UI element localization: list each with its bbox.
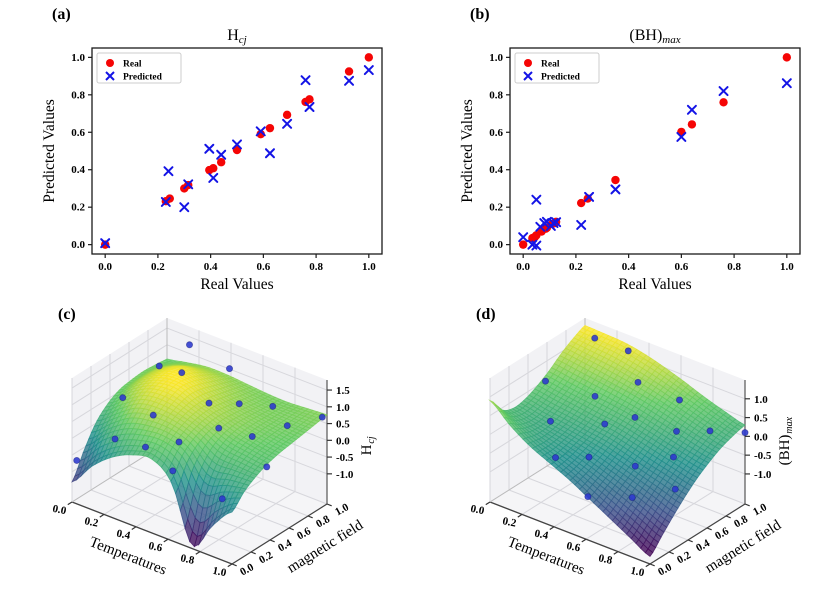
legend-label: Predicted <box>123 73 163 83</box>
surface-plot-bhmax <box>436 312 816 604</box>
data-point <box>232 145 242 155</box>
legend-box <box>514 52 600 84</box>
legend-label: Real <box>123 60 142 70</box>
data-point <box>364 53 374 62</box>
x-tick-label: 0.6 <box>674 261 688 273</box>
x-tick-label: 0.2 <box>151 261 165 273</box>
scatter-plot-hcj: Hcj 0.0 0.2 0.4 0.6 0.8 1.0 0.0 0.2 0.4 0.6 0.8 1.0 R… <box>41 27 383 293</box>
legend-label: Real <box>541 60 560 70</box>
x-tick-label: 1.0 <box>362 261 376 273</box>
plot-title: (BH)max <box>629 27 680 46</box>
data-point <box>363 65 374 76</box>
legend-box <box>96 52 182 84</box>
data-point <box>100 238 111 249</box>
data-point <box>344 75 355 86</box>
data-point <box>719 98 728 107</box>
data-point <box>584 191 595 202</box>
legend-marker <box>523 71 533 81</box>
x-axis-label: Real Values <box>200 276 273 293</box>
legend-marker <box>105 71 115 81</box>
x-tick-label: 0.4 <box>204 261 218 273</box>
plot-title: Hcj <box>227 27 247 46</box>
y-tick-label: 0.8 <box>489 89 503 101</box>
scatter-plot-bhmax: (BH)max 0.0 0.2 0.4 0.6 0.8 1.0 0.0 0.2 0.4 0.6 0.8… <box>459 27 801 293</box>
data-point <box>304 101 315 112</box>
panel-c: (c) <box>0 304 417 608</box>
data-point <box>344 67 354 76</box>
x-tick-label: 0.4 <box>622 261 636 273</box>
y-tick-label: 0.4 <box>71 164 85 176</box>
data-point <box>531 240 542 251</box>
x-tick-label: 0.0 <box>98 261 112 273</box>
y-tick-label: 0.6 <box>71 127 85 139</box>
x-tick-label: 0.6 <box>256 261 270 273</box>
series-predicted <box>518 78 792 251</box>
data-point <box>232 139 242 150</box>
data-point <box>216 149 227 160</box>
data-point <box>611 175 620 185</box>
data-point <box>686 104 697 115</box>
y-tick-label: 1.0 <box>71 52 85 64</box>
data-point <box>782 53 792 62</box>
series-predicted <box>100 65 374 249</box>
panel-label-b: (b) <box>470 6 490 23</box>
panel-a: (a) Hcj 0.0 0.2 0.4 0.6 0.8 1.0 0.0 0.2 0.4 0.6 0.8… <box>0 0 417 304</box>
data-point <box>282 118 293 129</box>
data-point <box>610 184 621 195</box>
legend-label: Predicted <box>541 73 581 83</box>
surface-plot-hcj <box>18 312 398 604</box>
y-tick-label: 0.6 <box>489 127 503 139</box>
y-axis-label: Predicted Values <box>41 99 58 202</box>
y-tick-label: 0.2 <box>489 202 503 214</box>
data-point <box>305 95 314 104</box>
data-point <box>576 219 587 230</box>
legend-marker <box>524 59 532 67</box>
y-tick-label: 0.4 <box>489 164 503 176</box>
data-point <box>676 131 687 142</box>
data-point <box>282 110 292 120</box>
y-tick-label: 0.8 <box>71 89 85 101</box>
data-point <box>208 172 219 183</box>
x-tick-label: 0.2 <box>569 261 583 273</box>
x-tick-label: 0.0 <box>516 261 530 273</box>
panel-label-a: (a) <box>52 6 71 23</box>
data-point <box>179 202 190 213</box>
data-point <box>264 148 275 159</box>
y-tick-label: 0.2 <box>71 202 85 214</box>
data-point <box>781 78 792 89</box>
y-tick-label: 0.0 <box>71 239 85 251</box>
data-point <box>183 179 194 190</box>
data-point <box>718 86 729 97</box>
data-point <box>576 198 586 208</box>
y-axis-label: Predicted Values <box>459 99 476 202</box>
data-point <box>531 194 542 205</box>
data-point <box>518 232 529 243</box>
data-point <box>548 218 559 229</box>
data-point <box>551 217 562 228</box>
x-axis-label: Real Values <box>618 276 691 293</box>
data-point <box>255 126 266 137</box>
data-point <box>209 164 218 173</box>
legend-marker <box>106 59 114 67</box>
series-real <box>100 53 374 249</box>
y-tick-label: 1.0 <box>489 52 503 64</box>
data-point <box>300 75 311 86</box>
data-point <box>100 240 110 249</box>
x-tick-label: 0.8 <box>727 261 741 273</box>
data-point <box>204 143 215 154</box>
x-tick-label: 1.0 <box>780 261 794 273</box>
data-point <box>518 240 528 249</box>
data-point <box>163 166 174 177</box>
x-tick-label: 0.8 <box>309 261 323 273</box>
data-point <box>216 158 226 167</box>
data-point <box>265 123 275 133</box>
data-point <box>687 120 697 129</box>
panel-d: (d) <box>418 304 835 608</box>
data-point <box>160 196 171 207</box>
panel-b: (b) (BH)max 0.0 0.2 0.4 0.6 0.8 1.0 0.0 0.2 0.4 0.… <box>418 0 835 304</box>
y-tick-label: 0.0 <box>489 239 503 251</box>
